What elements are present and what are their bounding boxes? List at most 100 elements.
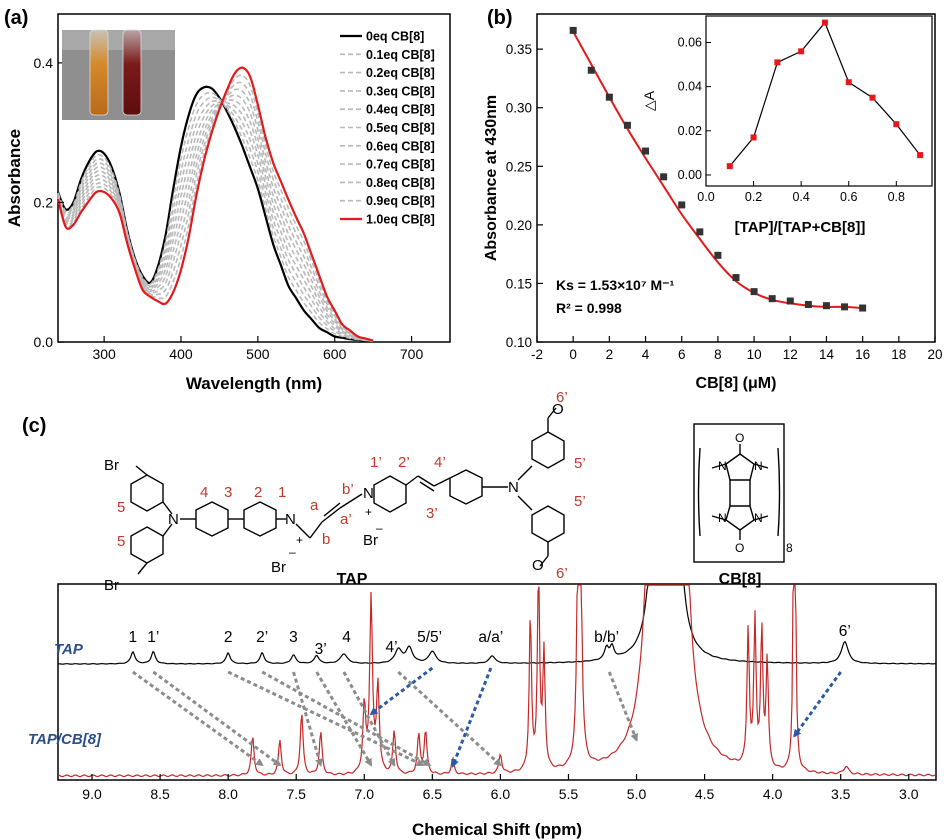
x-tick-label: 2 (606, 347, 614, 362)
x-tick-label: 500 (246, 346, 270, 362)
plot-b-frame (536, 13, 936, 343)
data-point (714, 251, 722, 259)
gray-shift-arrow (227, 670, 425, 767)
legend-entry: 0.4eq CB[8] (366, 103, 435, 117)
panel-c-label: (c) (22, 415, 46, 437)
gray-shift-arrow (261, 670, 432, 767)
svg-text:N: N (508, 479, 519, 496)
peak-label: 4 (342, 629, 351, 646)
svg-text:N: N (718, 511, 727, 525)
tap-molecule-label: TAP (337, 571, 368, 588)
blue-shift-arrow (369, 666, 434, 716)
svg-text:Br: Br (104, 457, 119, 474)
data-point (804, 301, 812, 309)
svg-text:8: 8 (786, 541, 793, 555)
svg-text:+: + (365, 505, 372, 519)
ks-annotation: Ks = 1.53×10⁷ M⁻¹ (556, 277, 675, 293)
svg-text:5’: 5’ (574, 493, 586, 510)
svg-text:O: O (735, 541, 744, 555)
data-point (786, 297, 794, 305)
peak-label: 1’ (147, 629, 159, 646)
svg-text:5: 5 (117, 499, 125, 516)
data-point (822, 302, 830, 310)
peak-label: 5/5’ (417, 629, 442, 646)
svg-text:–: – (289, 545, 296, 559)
inset-y-tick-label: 0.00 (678, 168, 702, 182)
peak-label: 3’ (315, 641, 327, 658)
svg-text:a: a (310, 497, 319, 514)
plot-b-ticks: -2 0 2 4 6 8 10 12 14 16 18 20 0.10 0.15 0.20 0.25 0.30 0… (506, 42, 943, 362)
plot-a-ylabel: Absorbance (5, 129, 24, 227)
svg-text:4’: 4’ (434, 454, 446, 471)
legend-entry: 0.5eq CB[8] (366, 121, 435, 135)
x-tick-label: 400 (169, 346, 193, 362)
x-tick-label: 9.0 (82, 786, 102, 802)
svg-text:O: O (735, 431, 744, 445)
x-tick-label: 10 (747, 347, 762, 362)
svg-text:N: N (168, 511, 179, 528)
legend-entry: 0.8eq CB[8] (366, 176, 435, 190)
legend-entry: 0.7eq CB[8] (366, 158, 435, 172)
svg-text:1: 1 (278, 484, 286, 501)
legend-entry: 0.3eq CB[8] (366, 84, 435, 98)
cb8-structure (693, 423, 785, 563)
x-tick-label: 12 (783, 347, 798, 362)
x-tick-label: 16 (855, 347, 870, 362)
gray-shift-arrow (397, 670, 502, 767)
orange-vial (89, 29, 109, 116)
legend-entry: 1.0eq CB[8] (366, 213, 435, 227)
peak-label: 2 (224, 629, 233, 646)
x-tick-label: 3.5 (831, 786, 851, 802)
svg-text:3’: 3’ (426, 505, 438, 522)
svg-text:6’: 6’ (556, 565, 568, 582)
spectrum-curve-1 (57, 91, 374, 342)
gray-shift-arrow (607, 671, 639, 742)
ring-lower-left (130, 526, 164, 564)
tap-atom-labels: 5 5 4 3 2 1 a b b’ a’ 1’ 2’ 4’ 3’ 5’ 5’ … (117, 389, 586, 582)
x-tick-label: 6 (678, 347, 686, 362)
x-tick-label: 700 (400, 346, 424, 362)
shift-arrows (131, 666, 842, 768)
inset-x-tick-label: 0.6 (840, 190, 857, 204)
plot-a-legend: 0eq CB[8] 0.1eq CB[8] 0.2eq CB[8] 0.3eq CB[… (340, 30, 435, 227)
gray-shift-arrow (152, 670, 282, 767)
x-tick-label: 300 (92, 346, 116, 362)
plot-a-frame (57, 13, 451, 343)
svg-text:–: – (376, 521, 383, 535)
y-tick-label: 0.2 (34, 194, 54, 210)
data-point (678, 201, 686, 209)
tap-structure (130, 407, 565, 575)
trace-label-complex: TAP/CB[8] (28, 731, 102, 748)
plot-b-xlabel: CB[8] (μM) (696, 375, 777, 392)
y-tick-label: 0.0 (34, 334, 54, 350)
inset-ylabel: △A (641, 90, 657, 111)
svg-text:O: O (532, 557, 544, 574)
y-tick-label: 0.35 (506, 42, 532, 57)
x-tick-label: 20 (927, 347, 942, 362)
inset-y-tick-label: 0.04 (678, 80, 702, 94)
panel-c: (c) (22, 389, 937, 839)
svg-text:N: N (754, 511, 763, 525)
data-point (696, 228, 704, 236)
x-tick-label: 18 (891, 347, 906, 362)
svg-text:N: N (285, 511, 296, 528)
panel-b-label: (b) (487, 7, 513, 29)
x-tick-label: 14 (819, 347, 835, 362)
blue-shift-arrow (793, 671, 842, 738)
ring-methoxyphenyl-lower (531, 505, 565, 543)
panel-b: (b) -2 0 2 4 6 8 10 12 14 16 18 20 0.10 0.15 0.20 0.25 0… (483, 7, 943, 392)
spectrum-curve-8 (57, 81, 374, 342)
svg-text:3: 3 (224, 484, 232, 501)
svg-text:N: N (718, 459, 727, 473)
inset-frame (705, 15, 933, 187)
svg-text:a’: a’ (340, 511, 352, 528)
y-tick-label: 0.30 (506, 101, 532, 116)
ring-pyridinium-a (243, 501, 277, 537)
trace-label-tap: TAP (54, 641, 84, 658)
svg-text:N: N (363, 485, 374, 502)
fit-curve (572, 31, 863, 309)
gray-shift-arrow (131, 670, 264, 767)
legend-entry: 0.6eq CB[8] (366, 139, 435, 153)
svg-text:b’: b’ (342, 481, 354, 498)
